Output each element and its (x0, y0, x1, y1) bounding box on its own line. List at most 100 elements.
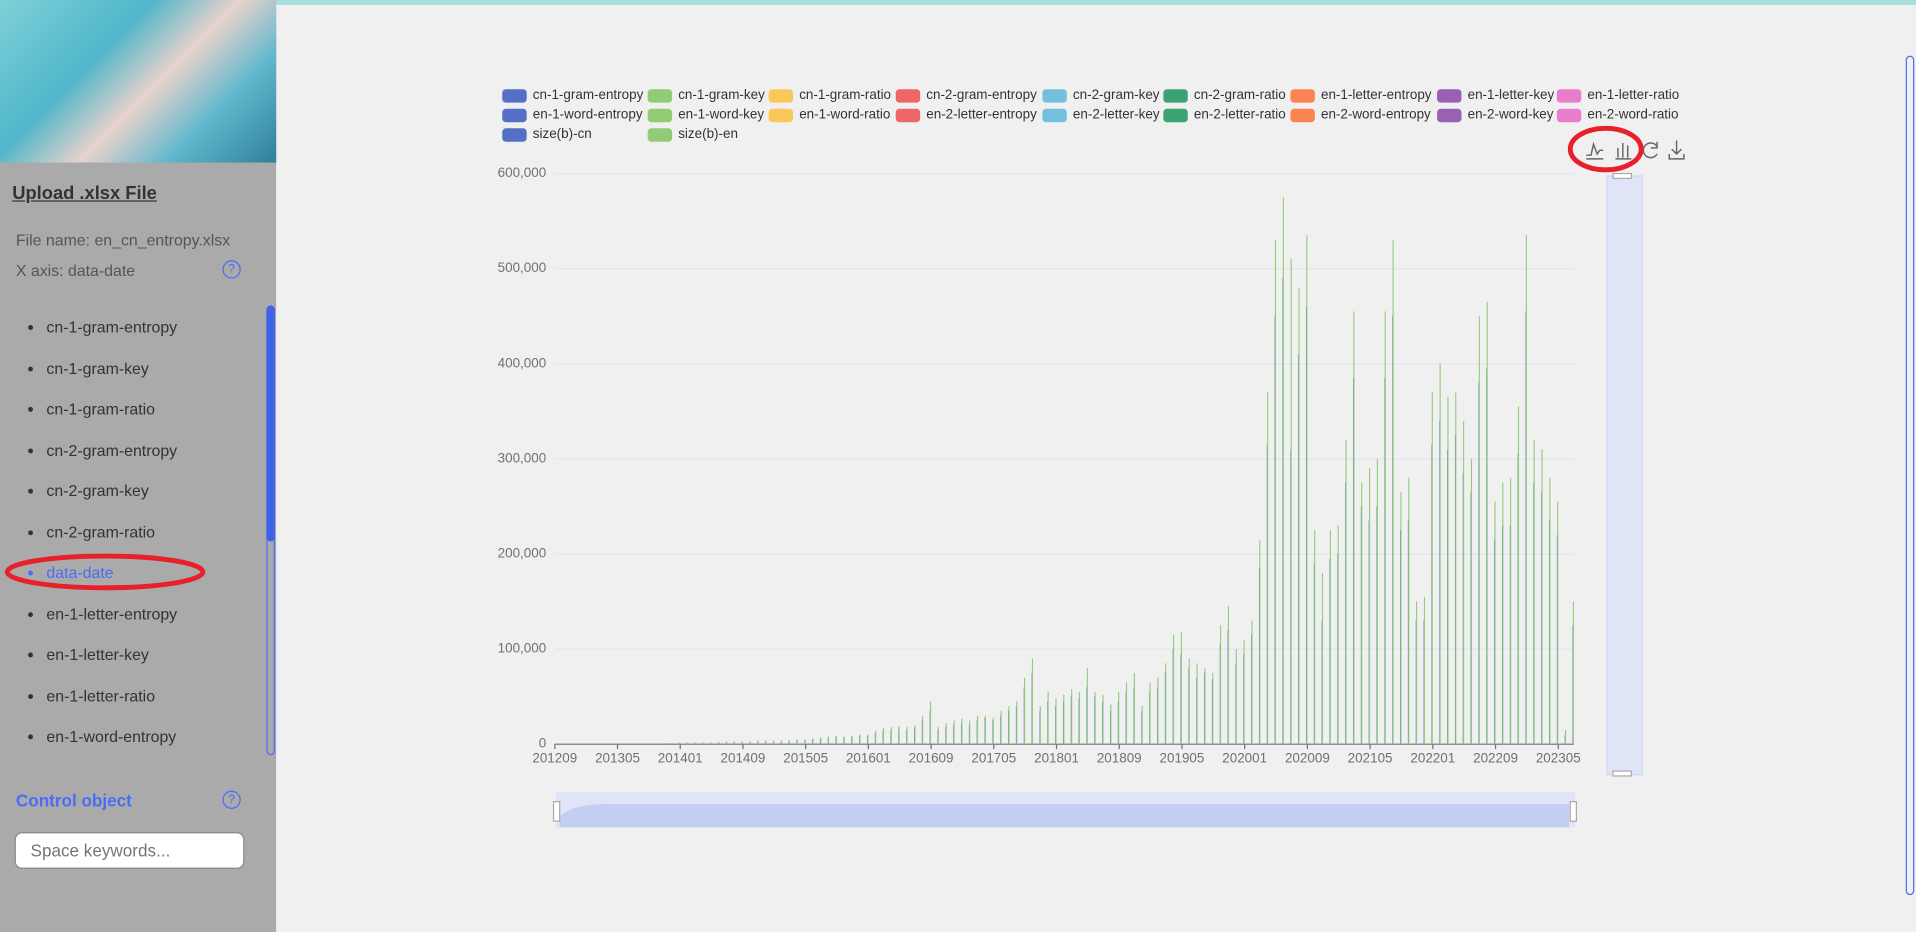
bar (1423, 596, 1425, 745)
restore-icon[interactable] (1642, 141, 1658, 159)
legend-swatch (1556, 89, 1582, 103)
bar (671, 743, 673, 745)
legend-swatch (1437, 108, 1462, 123)
legend-label: en-1-word-entropy (533, 106, 643, 121)
legend-label: en-2-letter-entropy (926, 106, 1037, 121)
field-item[interactable]: cn-2-gram-key (46, 469, 254, 510)
field-item[interactable]: en-1-letter-key (46, 633, 254, 674)
bar (1133, 672, 1135, 745)
legend-swatch (1437, 89, 1462, 103)
bar (679, 742, 681, 745)
legend-swatch (768, 89, 794, 103)
bar (710, 742, 712, 745)
bar (1055, 698, 1057, 745)
legend-label: en-2-letter-key (1073, 106, 1160, 121)
bar (929, 701, 932, 745)
zoom-handle[interactable] (552, 801, 561, 822)
bar (1541, 449, 1543, 745)
x-tick-label: 201305 (595, 750, 640, 765)
page-scrollbar[interactable] (1905, 55, 1915, 896)
y-zoom-slider[interactable] (1606, 175, 1643, 776)
bar (765, 740, 767, 745)
bar (1314, 530, 1316, 745)
bar (859, 734, 861, 745)
highlight-circle (1567, 125, 1644, 173)
field-item[interactable]: cn-1-gram-key (46, 346, 254, 387)
bar (1031, 658, 1034, 745)
field-list: cn-1-gram-entropycn-1-gram-keycn-1-gram-… (0, 306, 254, 756)
bar (1329, 530, 1331, 745)
field-item[interactable]: cn-1-gram-ratio (46, 387, 254, 428)
y-tick-label: 100,000 (498, 641, 547, 656)
bar-chart-icon[interactable] (1615, 142, 1632, 160)
bar (1235, 649, 1237, 745)
bar (1447, 397, 1449, 745)
bar (726, 741, 728, 745)
bar (977, 715, 979, 745)
legend-swatch (1290, 108, 1315, 123)
bar (1361, 482, 1363, 745)
line-chart-icon[interactable] (1586, 141, 1604, 160)
y-tick-label: 0 (539, 736, 546, 751)
bar (1298, 287, 1300, 745)
bar (914, 725, 916, 745)
legend-swatch (768, 108, 794, 123)
bar (773, 740, 775, 745)
zoom-handle[interactable] (1612, 172, 1632, 180)
bar (1408, 477, 1410, 745)
x-tick-label: 201905 (1160, 750, 1205, 765)
sidebar: Upload .xlsx File File name: en_cn_entro… (0, 0, 277, 932)
bar (1008, 706, 1010, 745)
field-item[interactable]: en-1-letter-ratio (46, 674, 254, 715)
field-item[interactable]: cn-2-gram-entropy (46, 428, 254, 469)
file-name: File name: en_cn_entropy.xlsx (15, 230, 231, 250)
y-tick-label: 600,000 (498, 165, 547, 180)
bar (1392, 240, 1394, 745)
field-item[interactable]: en-1-word-entropy (46, 715, 254, 756)
legend-swatch (1042, 89, 1067, 103)
x-tick-label: 201809 (1097, 750, 1142, 765)
legend-label: en-1-letter-entropy (1321, 87, 1432, 102)
bars (670, 197, 1574, 745)
help-icon[interactable]: ? (222, 260, 241, 279)
bar (804, 739, 806, 745)
bar (843, 736, 845, 745)
bar (694, 742, 696, 745)
control-title: Control object (15, 790, 132, 811)
bar (686, 742, 689, 745)
field-item[interactable]: cn-2-gram-ratio (46, 510, 254, 551)
download-icon[interactable] (1668, 140, 1685, 160)
bar (1463, 420, 1465, 745)
bar (1125, 682, 1128, 745)
bar (1071, 689, 1073, 745)
bar (1564, 729, 1567, 745)
zoom-preview (559, 803, 1570, 828)
bar (1149, 682, 1151, 745)
bar (851, 735, 853, 745)
field-item[interactable]: cn-1-gram-entropy (46, 306, 254, 347)
bar (1416, 601, 1418, 745)
bar (741, 741, 743, 745)
x-tick-label: 202201 (1410, 750, 1455, 765)
bar (1321, 572, 1324, 745)
bar (828, 736, 830, 745)
bar (1400, 492, 1402, 745)
bar (1047, 691, 1049, 745)
legend-label: en-1-word-ratio (799, 106, 890, 121)
upload-link[interactable]: Upload .xlsx File (12, 183, 157, 205)
zoom-handle[interactable] (1612, 770, 1632, 777)
x-axis-info: X axis: data-date (15, 261, 136, 280)
field-item[interactable]: data-date (46, 551, 254, 592)
zoom-handle[interactable] (1569, 801, 1577, 822)
scrollbar-thumb[interactable] (266, 305, 275, 542)
bar (1016, 701, 1018, 745)
x-tick-label: 202009 (1285, 750, 1330, 765)
field-item[interactable]: en-1-letter-entropy (46, 592, 254, 633)
help-icon[interactable]: ? (222, 790, 241, 809)
bar (1274, 240, 1277, 745)
legend-label: cn-2-gram-ratio (1194, 87, 1286, 102)
search-input[interactable] (14, 832, 245, 869)
bar (1384, 311, 1386, 745)
bar (1227, 606, 1229, 745)
